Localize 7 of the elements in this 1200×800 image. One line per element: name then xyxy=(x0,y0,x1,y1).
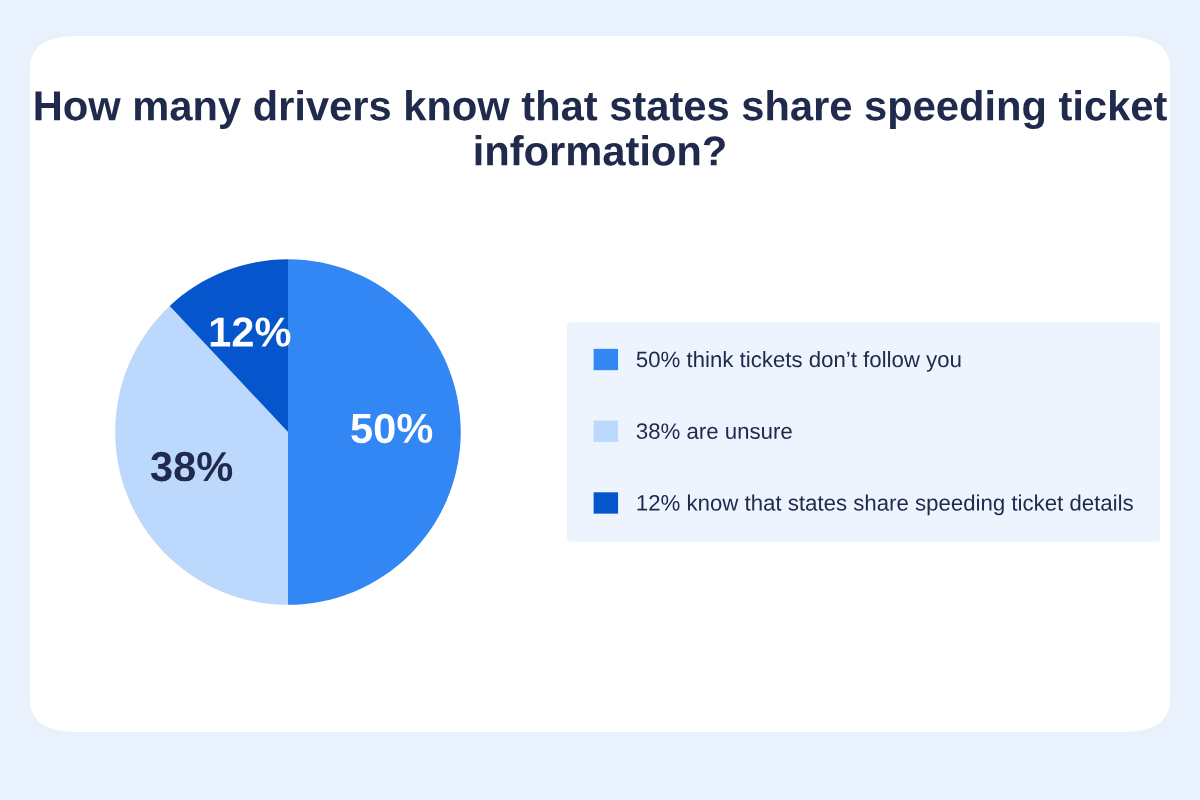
legend-label: 50% think tickets don’t follow you xyxy=(636,350,961,372)
data-label: 50% xyxy=(351,413,433,444)
data-label: 12% xyxy=(210,317,291,347)
legend-label: 38% are unsure xyxy=(636,423,792,440)
legend-label: 12% know that states share speeding ticket details xyxy=(637,494,1133,516)
chart-title: How many drivers know that states share speeding ticket information? xyxy=(35,90,1167,166)
data-label: 38% xyxy=(150,451,233,482)
